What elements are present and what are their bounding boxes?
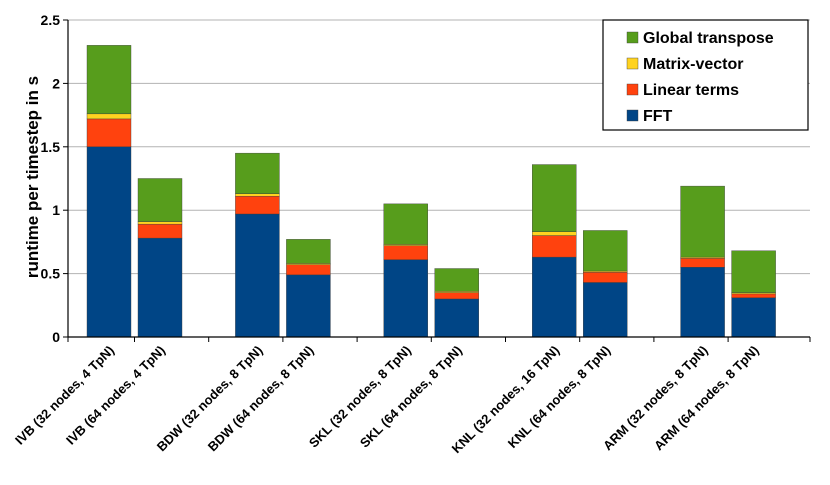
bar-segment-global-transpose	[532, 164, 577, 232]
bar-segment-linear-terms	[235, 196, 280, 215]
bar-segment-fft	[235, 213, 280, 338]
y-tick-label: 1	[52, 202, 60, 218]
x-category-label: ARM (64 nodes, 8 TpN)	[651, 343, 762, 454]
x-category-label: SKL (64 nodes, 8 TpN)	[357, 343, 465, 451]
bar-segment-fft	[286, 274, 331, 338]
legend: Global transpose Matrix-vector Linear term…	[602, 19, 809, 131]
bar-segment-fft	[583, 282, 628, 338]
bar-segment-global-transpose	[731, 250, 776, 293]
bar-segment-linear-terms	[434, 292, 479, 300]
x-category-label: KNL (64 nodes, 8 TpN)	[505, 343, 614, 452]
bar-segment-global-transpose	[235, 152, 280, 194]
bar-segment-global-transpose	[383, 203, 428, 245]
legend-swatch	[626, 83, 639, 96]
y-tick-label: 0.5	[41, 266, 61, 282]
bar-segment-fft	[383, 259, 428, 338]
legend-label: Matrix-vector	[643, 56, 743, 73]
x-category-label: IVB (64 nodes, 4 TpN)	[63, 343, 168, 448]
bar-segment-fft	[532, 256, 577, 338]
legend-label: Linear terms	[643, 82, 739, 99]
bar-segment-fft	[86, 146, 132, 338]
y-tick-label: 2.5	[41, 12, 61, 28]
y-axis-label: runtime per timestep in s	[23, 76, 42, 278]
bars	[86, 45, 776, 338]
x-category-label: BDW (64 nodes, 8 TpN)	[205, 343, 317, 455]
bar-segment-fft	[137, 237, 183, 338]
bar-segment-global-transpose	[286, 239, 331, 264]
bar-segment-linear-terms	[86, 118, 132, 147]
bar-segment-linear-terms	[532, 235, 577, 258]
bar-segment-global-transpose	[680, 185, 725, 258]
bar-segment-linear-terms	[583, 272, 628, 283]
x-category-label: ARM (32 nodes, 8 TpN)	[600, 343, 711, 454]
legend-swatch	[626, 31, 639, 44]
bar-segment-fft	[731, 297, 776, 338]
bar-segment-global-transpose	[583, 230, 628, 272]
y-tick-label: 1.5	[41, 139, 61, 155]
x-category-label: SKL (32 nodes, 8 TpN)	[306, 343, 414, 451]
bar-segment-linear-terms	[286, 264, 331, 276]
bar-segment-global-transpose	[434, 268, 479, 292]
bar-segment-matrix-vector	[137, 221, 183, 225]
bar-segment-matrix-vector	[235, 193, 280, 197]
bar-segment-fft	[434, 298, 479, 338]
x-category-label: IVB (32 nodes, 4 TpN)	[12, 343, 117, 448]
legend-swatch	[626, 57, 639, 70]
bar-segment-global-transpose	[86, 45, 132, 115]
y-tick-label: 2	[52, 75, 60, 91]
bar-segment-global-transpose	[137, 178, 183, 222]
bar-segment-fft	[680, 267, 725, 338]
legend-label: Global transpose	[643, 30, 774, 47]
bar-segment-matrix-vector	[532, 231, 577, 236]
legend-swatch	[626, 109, 639, 122]
bar-segment-linear-terms	[680, 258, 725, 268]
bar-segment-linear-terms	[731, 293, 776, 298]
legend-label: FFT	[643, 108, 673, 125]
y-tick-label: 0	[52, 329, 60, 345]
bar-segment-matrix-vector	[86, 113, 132, 120]
bar-segment-linear-terms	[137, 223, 183, 239]
bar-segment-linear-terms	[383, 245, 428, 260]
